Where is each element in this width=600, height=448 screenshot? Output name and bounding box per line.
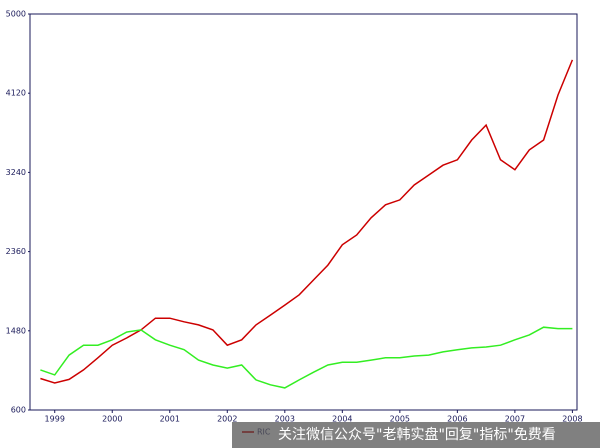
- y-tick-label: 4120: [6, 89, 26, 98]
- x-tick-label: 2008: [562, 415, 582, 424]
- x-tick-label: 1999: [45, 415, 65, 424]
- x-tick-label: 2007: [505, 415, 525, 424]
- y-tick-label: 5000: [6, 10, 26, 19]
- x-tick-label: 2002: [217, 415, 237, 424]
- x-tick-label: 2003: [275, 415, 295, 424]
- y-tick-label: 3240: [6, 168, 26, 177]
- x-tick-label: 2004: [332, 415, 352, 424]
- watermark-bg: [232, 422, 600, 448]
- y-tick-label: 600: [11, 406, 26, 415]
- x-tick-label: 2006: [447, 415, 467, 424]
- watermark: 关注微信公众号"老韩实盘"回复"指标"免费看: [278, 426, 556, 443]
- y-tick-label: 1480: [6, 326, 26, 335]
- x-tick-label: 2005: [390, 415, 410, 424]
- x-tick-label: 2000: [102, 415, 122, 424]
- y-tick-label: 2360: [6, 247, 26, 256]
- x-tick-label: 2001: [160, 415, 180, 424]
- series-line: [40, 326, 573, 389]
- series-line: [40, 59, 574, 384]
- plot-frame: [29, 13, 578, 411]
